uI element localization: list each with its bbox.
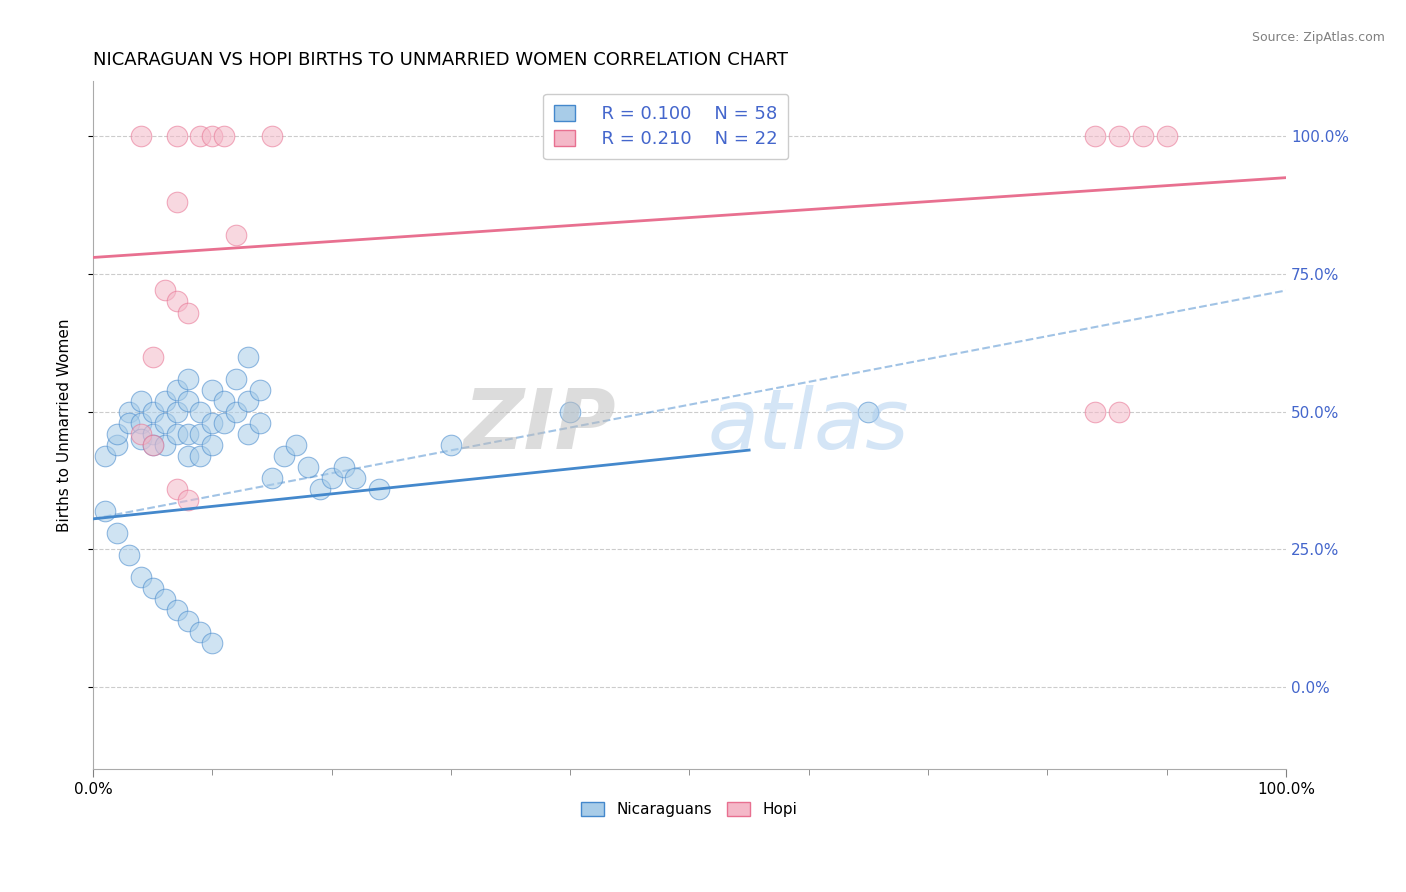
Point [177, 305, 200, 319]
Point [129, 416, 152, 430]
Point [236, 393, 259, 408]
Point [105, 437, 128, 451]
Point [94, 449, 117, 463]
Point [1084, 129, 1107, 144]
Point [236, 426, 259, 441]
Point [166, 482, 188, 496]
Point [177, 614, 200, 628]
Point [308, 482, 330, 496]
Point [166, 603, 188, 617]
Point [153, 393, 176, 408]
Point [177, 426, 200, 441]
Point [177, 371, 200, 385]
Point [1132, 129, 1154, 144]
Point [142, 581, 165, 595]
Point [129, 432, 152, 446]
Point [225, 404, 247, 418]
Point [201, 416, 224, 430]
Point [212, 416, 235, 430]
Point [1108, 129, 1130, 144]
Point [1156, 129, 1178, 144]
Point [153, 437, 176, 451]
Point [153, 284, 176, 298]
Point [368, 482, 391, 496]
Point [153, 591, 176, 606]
Point [129, 393, 152, 408]
Point [321, 470, 343, 484]
Point [297, 459, 319, 474]
Legend: Nicaraguans, Hopi: Nicaraguans, Hopi [575, 797, 804, 823]
Point [260, 129, 283, 144]
Point [142, 350, 165, 364]
Point [212, 129, 235, 144]
Point [166, 404, 188, 418]
Point [260, 470, 283, 484]
Point [190, 404, 212, 418]
Point [166, 129, 188, 144]
Point [1108, 404, 1130, 418]
Point [858, 404, 880, 418]
Point [225, 228, 247, 243]
Point [560, 404, 582, 418]
Point [166, 294, 188, 309]
Point [440, 437, 463, 451]
Point [236, 350, 259, 364]
Point [1084, 404, 1107, 418]
Point [201, 636, 224, 650]
Point [142, 437, 165, 451]
Point [118, 404, 141, 418]
Point [212, 393, 235, 408]
Point [225, 371, 247, 385]
Point [177, 393, 200, 408]
Point [190, 449, 212, 463]
Point [177, 492, 200, 507]
Point [201, 129, 224, 144]
Point [153, 416, 176, 430]
Text: atlas: atlas [707, 384, 910, 466]
Point [249, 416, 271, 430]
Point [177, 449, 200, 463]
Text: Source: ZipAtlas.com: Source: ZipAtlas.com [1251, 31, 1385, 45]
Point [142, 437, 165, 451]
Text: ZIP: ZIP [463, 384, 616, 466]
Point [129, 426, 152, 441]
Point [105, 525, 128, 540]
Point [201, 437, 224, 451]
Point [332, 459, 354, 474]
Point [344, 470, 367, 484]
Point [105, 426, 128, 441]
Point [118, 548, 141, 562]
Point [142, 426, 165, 441]
Point [190, 426, 212, 441]
Point [166, 383, 188, 397]
Point [118, 416, 141, 430]
Text: NICARAGUAN VS HOPI BIRTHS TO UNMARRIED WOMEN CORRELATION CHART: NICARAGUAN VS HOPI BIRTHS TO UNMARRIED W… [93, 51, 787, 69]
Point [190, 129, 212, 144]
Point [129, 129, 152, 144]
Point [284, 437, 307, 451]
Point [190, 624, 212, 639]
Point [166, 426, 188, 441]
Y-axis label: Births to Unmarried Women: Births to Unmarried Women [58, 318, 72, 532]
Point [201, 383, 224, 397]
Point [166, 195, 188, 210]
Point [94, 503, 117, 517]
Point [142, 404, 165, 418]
Point [249, 383, 271, 397]
Point [129, 569, 152, 583]
Point [273, 449, 295, 463]
